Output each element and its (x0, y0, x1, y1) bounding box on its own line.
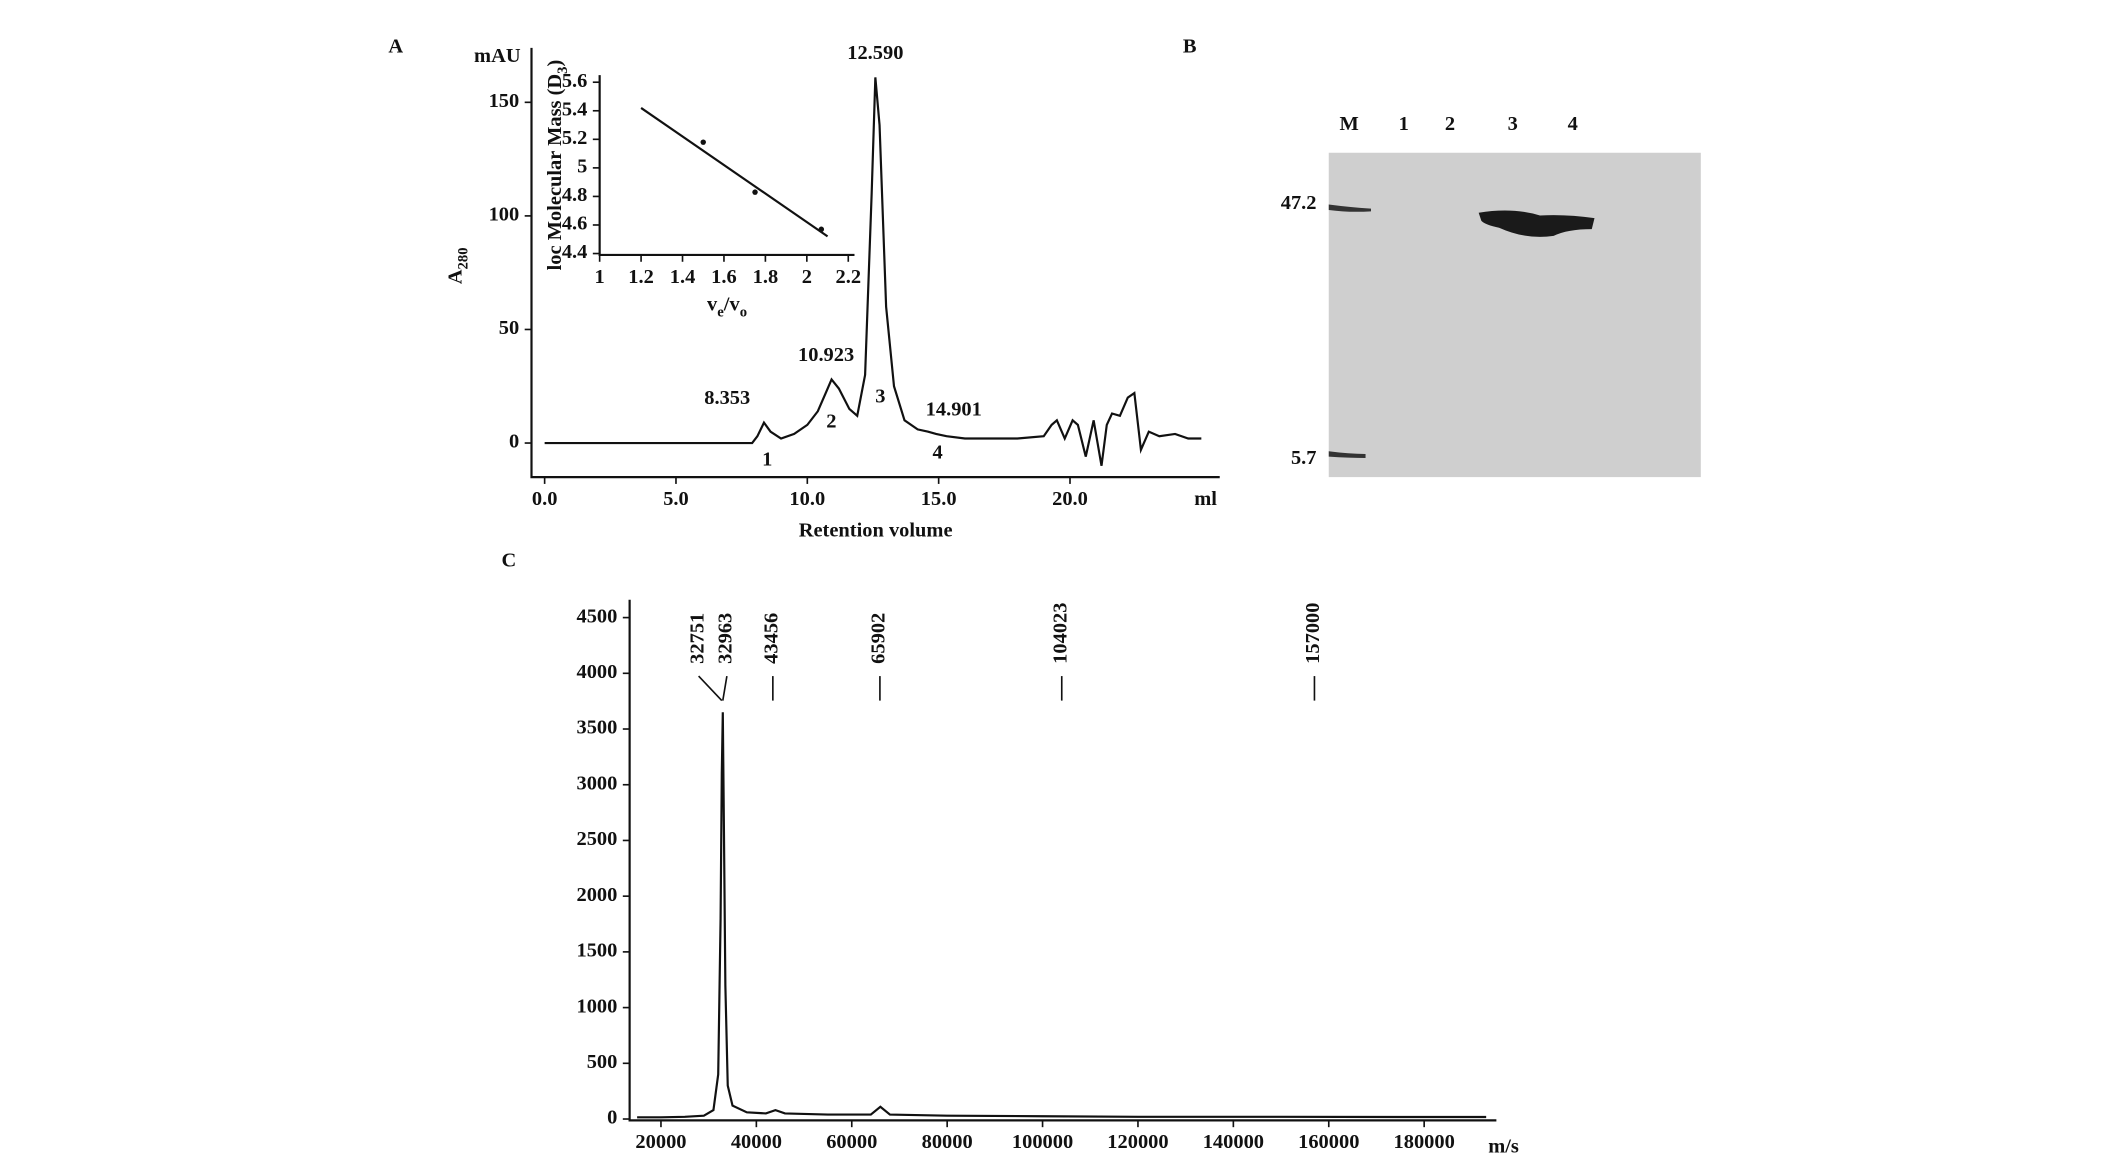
x-tick-label: 2 (802, 266, 812, 288)
lane-label: 4 (1568, 113, 1578, 135)
y-tick-label: 5.4 (562, 98, 588, 120)
peak-marker (698, 675, 723, 702)
y-tick-label: 500 (587, 1051, 618, 1073)
data-line (544, 77, 1202, 466)
x-unit: ml (1194, 488, 1217, 510)
panel-label: C (502, 549, 517, 571)
y-tick-label: 5 (577, 156, 587, 178)
x-tick-label: 80000 (922, 1131, 973, 1153)
y-tick-label: 5.6 (562, 70, 588, 92)
y-unit: mAU (474, 45, 521, 67)
lane-label: 2 (1445, 113, 1455, 135)
y-tick-label: 3000 (576, 772, 617, 794)
peak-label: 157000 (1302, 603, 1324, 664)
x-tick-label: 140000 (1203, 1131, 1264, 1153)
x-tick-label: 160000 (1298, 1131, 1359, 1153)
peak-label: 104023 (1049, 603, 1071, 664)
lane-label: 1 (1399, 113, 1409, 135)
x-axis-label: Retention volume (799, 519, 953, 541)
x-axis-label-part: e (717, 305, 724, 321)
x-axis-label-part: v (707, 293, 718, 315)
y-tick-label: 1500 (576, 940, 617, 962)
lane-label: M (1340, 113, 1359, 135)
y-tick-label: 0 (509, 431, 519, 453)
y-axis-label: A280 (444, 247, 472, 284)
marker-band (1328, 204, 1371, 212)
x-tick-label: 180000 (1394, 1131, 1455, 1153)
y-tick-label: 1000 (576, 995, 617, 1017)
panel-label: B (1183, 36, 1197, 58)
axis-line (530, 47, 1220, 479)
peak-number: 4 (933, 442, 943, 464)
panel-label: A (388, 36, 403, 58)
marker-label: 47.2 (1281, 192, 1317, 214)
axis-line (628, 599, 1497, 1122)
y-axis-label-part: 280 (456, 247, 472, 269)
y-tick-label: 4000 (576, 661, 617, 683)
x-tick-label: 0.0 (532, 488, 558, 510)
marker-band (1328, 451, 1366, 459)
gel-image (1328, 152, 1701, 478)
gel-background (1328, 152, 1701, 478)
x-tick-label: 5.0 (663, 488, 689, 510)
y-axis-label-part: ) (544, 60, 566, 67)
x-tick-label: 40000 (731, 1131, 782, 1153)
y-tick-label: 3500 (576, 717, 617, 739)
marker-label: 5.7 (1291, 447, 1317, 469)
peak-marker (721, 675, 728, 701)
peak-label: 32963 (715, 613, 737, 664)
peak-label: 14.901 (926, 398, 982, 420)
peak-label: 43456 (761, 613, 783, 664)
y-axis-label-part: loc Molecular Mass (D (544, 74, 566, 271)
x-tick-label: 15.0 (921, 488, 957, 510)
x-tick-label: 10.0 (789, 488, 825, 510)
data-point (700, 139, 706, 145)
x-tick-label: 2.2 (835, 266, 861, 288)
x-axis-label-part: o (740, 305, 747, 321)
y-tick-label: 5.2 (562, 127, 588, 149)
y-axis-label-part: 3 (555, 66, 571, 73)
fit-line (640, 107, 829, 238)
x-axis-label-part: /v (723, 293, 741, 315)
y-tick-label: 4500 (576, 605, 617, 627)
x-tick-label: 1.6 (711, 266, 737, 288)
y-tick-label: 4.8 (562, 184, 588, 206)
y-axis-label-part: A (444, 269, 466, 284)
y-tick-label: 150 (489, 90, 520, 112)
peak-number: 3 (875, 386, 885, 408)
x-tick-label: 1.2 (628, 266, 654, 288)
x-tick-label: 1 (595, 266, 605, 288)
x-tick-label: 1.8 (753, 266, 779, 288)
y-axis-label: loc Molecular Mass (D3) (544, 60, 572, 271)
y-tick-label: 50 (499, 317, 519, 339)
peak-label: 10.923 (798, 344, 854, 366)
x-tick-label: 20000 (635, 1131, 686, 1153)
y-tick-label: 0 (607, 1107, 617, 1129)
peak-label: 12.590 (847, 42, 903, 64)
peak-number: 2 (826, 410, 836, 432)
x-axis-label: ve/vo (707, 293, 747, 321)
y-tick-label: 4.4 (562, 241, 588, 263)
x-tick-label: 20.0 (1052, 488, 1088, 510)
lane-label: 3 (1508, 113, 1518, 135)
x-tick-label: 1.4 (670, 266, 696, 288)
y-tick-label: 2500 (576, 828, 617, 850)
x-axis-label: m/s (1488, 1135, 1519, 1157)
x-tick-label: 60000 (826, 1131, 877, 1153)
data-point (752, 189, 758, 195)
peak-label: 8.353 (704, 387, 750, 409)
y-tick-label: 4.6 (562, 213, 588, 235)
peak-number: 1 (762, 448, 772, 470)
x-tick-label: 120000 (1107, 1131, 1168, 1153)
y-tick-label: 2000 (576, 884, 617, 906)
x-tick-label: 100000 (1012, 1131, 1073, 1153)
peak-label: 32751 (686, 613, 708, 664)
data-line (637, 712, 1487, 1119)
peak-label: 65902 (868, 613, 890, 664)
y-tick-label: 100 (489, 204, 520, 226)
protein-band (1478, 210, 1595, 237)
